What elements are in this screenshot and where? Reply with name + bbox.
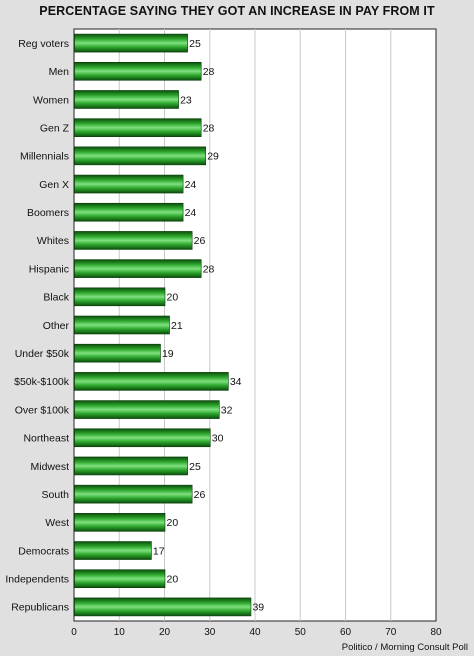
category-label: Whites (37, 235, 69, 247)
bar (74, 287, 166, 307)
category-label: Democrats (18, 545, 69, 557)
bar (74, 372, 229, 391)
x-tick-label: 0 (71, 627, 77, 638)
category-label: $50k-$100k (14, 376, 70, 388)
bar (74, 315, 170, 335)
source-note: Politico / Morning Consult Poll (341, 642, 468, 653)
category-label: Reg voters (18, 38, 69, 50)
value-label: 28 (203, 263, 215, 275)
x-tick-label: 80 (430, 627, 442, 638)
value-label: 34 (230, 376, 242, 388)
category-label: Gen Z (40, 122, 70, 134)
chart-title: PERCENTAGE SAYING THEY GOT AN INCREASE I… (39, 4, 435, 18)
x-tick-label: 60 (340, 627, 352, 638)
category-label: Men (49, 66, 70, 78)
bar (74, 231, 193, 250)
category-label: West (45, 517, 69, 529)
bar (74, 202, 184, 222)
bar (74, 343, 161, 363)
category-label: Under $50k (15, 348, 70, 360)
category-label: Black (43, 292, 69, 304)
bar (74, 146, 207, 166)
value-label: 24 (185, 179, 197, 191)
category-label: Over $100k (15, 404, 70, 416)
category-label: Hispanic (29, 263, 69, 275)
bar (74, 428, 211, 448)
category-label: Gen X (39, 179, 69, 191)
value-label: 21 (171, 320, 183, 332)
value-label: 26 (194, 489, 206, 501)
value-label: 30 (212, 433, 224, 445)
bar (74, 456, 188, 476)
bar (74, 33, 188, 53)
bar (74, 513, 166, 532)
value-label: 20 (167, 292, 179, 304)
value-label: 25 (189, 38, 201, 50)
category-label: Women (33, 94, 69, 106)
bar (74, 400, 220, 419)
value-label: 20 (167, 517, 179, 529)
category-label: South (42, 489, 70, 501)
labels: 0 10 20 30 40 50 60 70 80 Reg voters 25 Men 28 Women 2… (5, 38, 442, 638)
category-label: Millennials (20, 151, 69, 163)
bar (74, 569, 166, 589)
bar (74, 118, 202, 137)
bar (74, 61, 202, 81)
bar (74, 174, 184, 194)
x-tick-label: 20 (159, 627, 171, 638)
x-tick-label: 10 (114, 627, 126, 638)
bar (74, 484, 193, 504)
x-tick-label: 30 (204, 627, 216, 638)
bars (74, 33, 252, 617)
x-tick-label: 50 (295, 627, 307, 638)
value-label: 26 (194, 235, 206, 247)
value-label: 25 (189, 461, 201, 473)
bar (74, 597, 252, 617)
category-label: Republicans (11, 602, 69, 614)
x-tick-label: 70 (385, 627, 397, 638)
value-label: 23 (180, 94, 192, 106)
bar (74, 90, 179, 109)
category-label: Boomers (27, 207, 69, 219)
category-label: Midwest (30, 461, 69, 473)
value-label: 20 (167, 574, 179, 586)
value-label: 39 (252, 602, 264, 614)
value-label: 19 (162, 348, 174, 360)
category-label: Independents (5, 574, 69, 586)
value-label: 28 (203, 66, 215, 78)
bar (74, 259, 202, 278)
category-label: Other (43, 320, 70, 332)
value-label: 24 (185, 207, 197, 219)
bar (74, 541, 152, 560)
value-label: 28 (203, 122, 215, 134)
value-label: 17 (153, 545, 165, 557)
x-tick-label: 40 (249, 627, 261, 638)
value-label: 32 (221, 404, 233, 416)
value-label: 29 (207, 151, 219, 163)
category-label: Northeast (23, 433, 69, 445)
